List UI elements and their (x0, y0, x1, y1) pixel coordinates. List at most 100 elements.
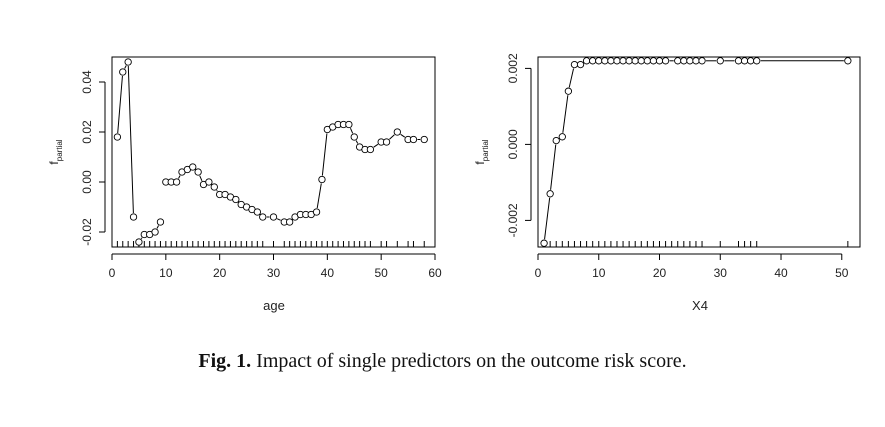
y-tick-label: 0.000 (506, 129, 520, 159)
data-point (318, 175, 326, 184)
series-segment (156, 225, 159, 229)
series-segment (316, 183, 322, 209)
y-axis-label: fpartial (473, 139, 490, 164)
x-tick-label: 20 (653, 266, 667, 280)
y-axis: -0.002 0.000 0.002 (506, 53, 532, 237)
x-tick-label: 40 (321, 266, 335, 280)
x-axis: 0 10 20 30 40 50 (535, 253, 849, 280)
svg-text:fpartial: fpartial (473, 139, 490, 164)
data-point (210, 183, 218, 191)
series-segment (127, 65, 134, 214)
data-point (576, 60, 585, 69)
data-point (564, 87, 573, 95)
data-point (692, 57, 700, 65)
y-tick-label: 0.02 (80, 120, 94, 144)
x-tick-label: 40 (774, 266, 788, 280)
data-point (232, 195, 240, 204)
data-point (746, 57, 755, 65)
data-point (607, 57, 615, 65)
data-point (661, 57, 670, 65)
y-tick-label: 0.002 (506, 53, 520, 83)
data-point (285, 218, 294, 226)
series-segment (568, 68, 575, 88)
data-point (716, 57, 724, 65)
data-point (552, 136, 560, 145)
y-axis-label-main: f (473, 161, 487, 165)
data-point (570, 60, 579, 69)
x-tick-label: 10 (592, 266, 606, 280)
data-point (546, 190, 554, 198)
data-point (420, 135, 428, 144)
data-point (698, 57, 706, 65)
data-point (189, 163, 197, 171)
y-axis-label-sub: partial (481, 139, 490, 161)
series-segment (216, 189, 218, 192)
rug-marks (543, 241, 849, 247)
x-tick-label: 50 (374, 266, 388, 280)
y-tick-label: -0.02 (80, 218, 94, 246)
data-point (740, 57, 749, 65)
data-point (259, 213, 267, 221)
x-tick-label: 50 (835, 266, 849, 280)
y-axis-label-sub: partial (55, 139, 64, 161)
data-point (601, 57, 609, 65)
series-segment (389, 134, 395, 140)
data-point (350, 133, 358, 141)
series-segment (276, 218, 281, 221)
data-point (345, 120, 353, 129)
data-point (631, 57, 639, 65)
data-point (194, 168, 202, 176)
series-segment (400, 133, 406, 138)
data-point (135, 238, 143, 246)
x-tick-label: 20 (213, 266, 227, 280)
data-point (156, 218, 165, 226)
x-tick-label: 30 (267, 266, 281, 280)
data-point (680, 57, 688, 65)
y-axis-label-main: f (47, 161, 61, 165)
x-tick-label: 60 (428, 266, 442, 280)
data-point (613, 57, 621, 65)
series-lines (544, 60, 844, 240)
rug-marks (116, 241, 425, 247)
age-partial-effect-plot: 0 10 20 30 40 50 60 -0.02 0.00 0.02 0.04 age fpar… (47, 56, 442, 313)
data-point (734, 57, 743, 65)
data-point (674, 57, 682, 65)
series-lines (117, 65, 421, 240)
series-points (113, 58, 428, 246)
series-segment (178, 175, 181, 179)
x-tick-label: 0 (109, 266, 116, 280)
series-segment (355, 140, 359, 144)
series-segment (544, 197, 551, 240)
plot-frame (537, 56, 861, 248)
x4-partial-effect-plot: 0 10 20 30 40 50 -0.002 0.000 0.002 X4 fpartial (473, 53, 861, 313)
series-segment (124, 65, 127, 69)
data-point (753, 57, 761, 65)
series-segment (550, 144, 557, 190)
data-point (205, 178, 213, 186)
series-segment (373, 143, 379, 148)
data-point (393, 128, 401, 136)
data-point (589, 57, 597, 65)
data-point (619, 57, 627, 65)
series-segment (321, 133, 328, 176)
figure: 0 10 20 30 40 50 60 -0.020.000.020.04 age fpar… (47, 53, 861, 313)
data-point (595, 57, 603, 65)
y-axis-label: fpartial (47, 139, 64, 164)
x-tick-label: 0 (535, 266, 542, 280)
series-segment (199, 175, 203, 182)
series-segment (140, 237, 143, 240)
data-point (655, 57, 664, 65)
series-segment (117, 75, 123, 134)
x-axis-label: age (263, 298, 285, 313)
y-tick-label: -0.002 (506, 203, 520, 237)
data-point (637, 57, 645, 65)
data-point (643, 57, 652, 65)
data-point (124, 58, 132, 66)
data-point (540, 239, 548, 247)
y-tick-label: 0.04 (80, 70, 94, 94)
data-point (151, 228, 159, 236)
svg-text:fpartial: fpartial (47, 139, 64, 164)
data-point (172, 178, 181, 186)
x-tick-label: 10 (159, 266, 173, 280)
data-point (253, 208, 262, 216)
